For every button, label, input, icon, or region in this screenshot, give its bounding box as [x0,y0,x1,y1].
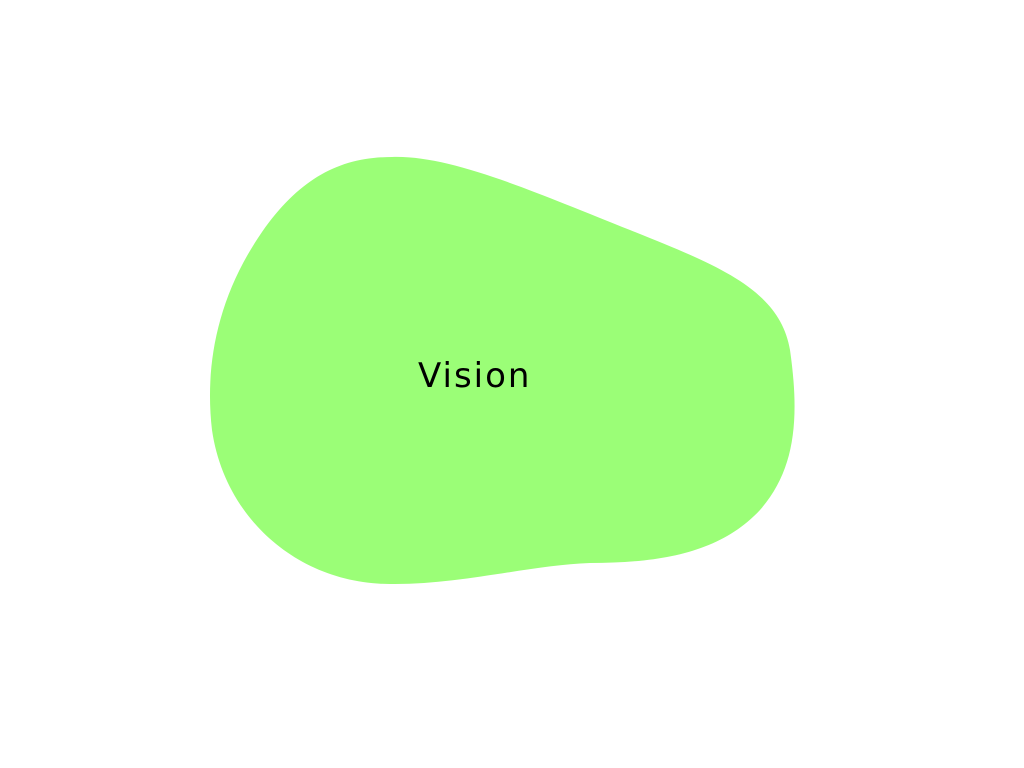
vision-label: Vision [418,356,531,396]
vision-blob-shape[interactable] [209,156,795,585]
vision-node[interactable]: Vision [209,156,795,585]
